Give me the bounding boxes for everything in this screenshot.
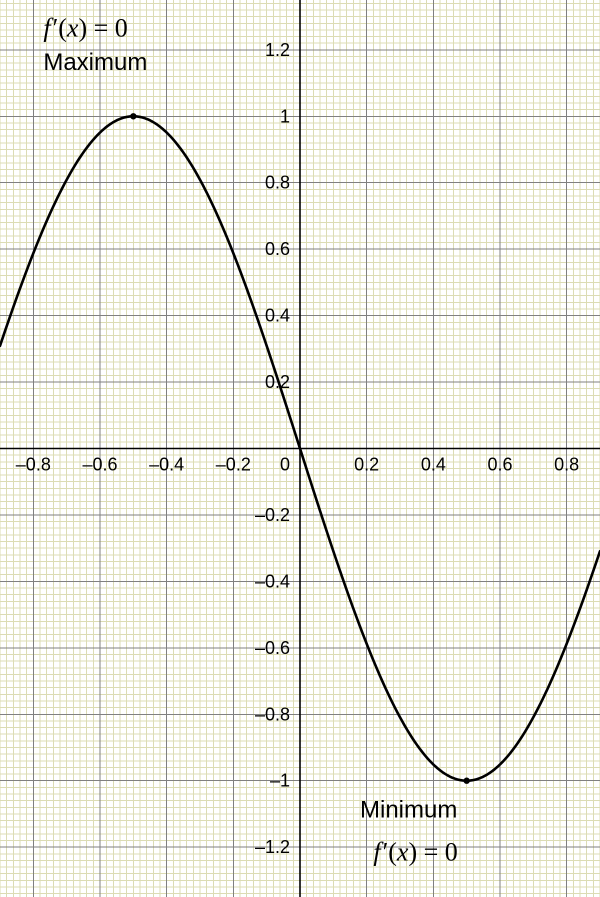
x-tick-label: 0.2 [354,455,379,475]
critical-point [463,778,469,784]
x-tick-label: 0.4 [421,455,446,475]
y-tick-label: –1 [270,771,290,791]
y-tick-label: –0.6 [255,638,290,658]
x-tick-label: –0.8 [16,455,51,475]
function-graph: –0.8 –0.6 –0.4 –0.2 0 0.2 0.4 0.6 0.8 –1.2 –1 –0.8 –… [0,0,600,897]
x-tick-label: –0.6 [82,455,117,475]
y-tick-label: 1 [280,106,290,126]
y-tick-label: –0.2 [255,505,290,525]
x-tick-label: 0 [280,455,290,475]
y-tick-label: –0.8 [255,704,290,724]
y-tick-label: –0.4 [255,571,290,591]
math-annotation: f′(x) = 0 [43,14,127,43]
y-tick-label: 0.8 [265,173,290,193]
y-tick-label: 1.2 [265,40,290,60]
y-tick-label: 0.6 [265,239,290,259]
x-tick-label: –0.2 [216,455,251,475]
x-tick-label: 0.8 [554,455,579,475]
math-annotation: f′(x) = 0 [373,837,457,866]
y-tick-label: 0.2 [265,372,290,392]
minimum-label: Minimum [360,796,457,823]
maximum-label: Maximum [43,49,147,76]
x-tick-label: 0.6 [487,455,512,475]
critical-point [130,113,136,119]
y-tick-label: 0.4 [265,306,290,326]
x-tick-label: –0.4 [149,455,184,475]
y-tick-label: –1.2 [255,837,290,857]
